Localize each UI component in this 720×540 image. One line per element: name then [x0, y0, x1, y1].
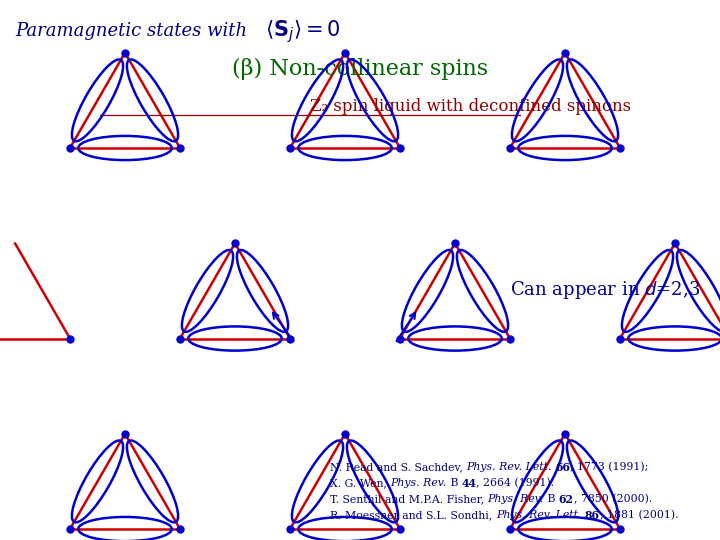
- Text: Phys. Rev.: Phys. Rev.: [487, 494, 544, 504]
- Text: B: B: [544, 494, 559, 504]
- Text: Can appear in $d$=2,3: Can appear in $d$=2,3: [510, 279, 700, 301]
- Text: N. Read and S. Sachdev,: N. Read and S. Sachdev,: [330, 462, 467, 472]
- Text: , 1881 (2001).: , 1881 (2001).: [600, 510, 678, 521]
- Text: B: B: [446, 478, 462, 488]
- Text: $\langle \mathbf{S}_j \rangle = 0$: $\langle \mathbf{S}_j \rangle = 0$: [265, 18, 341, 45]
- Text: Phys. Rev.: Phys. Rev.: [390, 478, 446, 488]
- Text: , 2664 (1991).: , 2664 (1991).: [477, 478, 554, 488]
- Text: T. Senthil and M.P.A. Fisher,: T. Senthil and M.P.A. Fisher,: [330, 494, 487, 504]
- Text: Phys. Rev. Lett.: Phys. Rev. Lett.: [496, 510, 581, 520]
- Text: R. Moessner and S.L. Sondhi,: R. Moessner and S.L. Sondhi,: [330, 510, 496, 520]
- Text: 62: 62: [559, 494, 574, 505]
- Text: Phys. Rev. Lett.: Phys. Rev. Lett.: [467, 462, 552, 472]
- Text: 44: 44: [462, 478, 477, 489]
- Text: (β) Non-collinear spins: (β) Non-collinear spins: [232, 58, 488, 80]
- Text: X. G. Wen,: X. G. Wen,: [330, 478, 390, 488]
- Text: 66: 66: [555, 462, 570, 473]
- Text: Paramagnetic states with: Paramagnetic states with: [15, 22, 247, 40]
- Text: Z₂ spin liquid with deconfined spinons: Z₂ spin liquid with deconfined spinons: [310, 98, 631, 115]
- Text: , 1773 (1991);: , 1773 (1991);: [570, 462, 649, 472]
- Text: , 7850 (2000).: , 7850 (2000).: [574, 494, 652, 504]
- Text: 86: 86: [585, 510, 600, 521]
